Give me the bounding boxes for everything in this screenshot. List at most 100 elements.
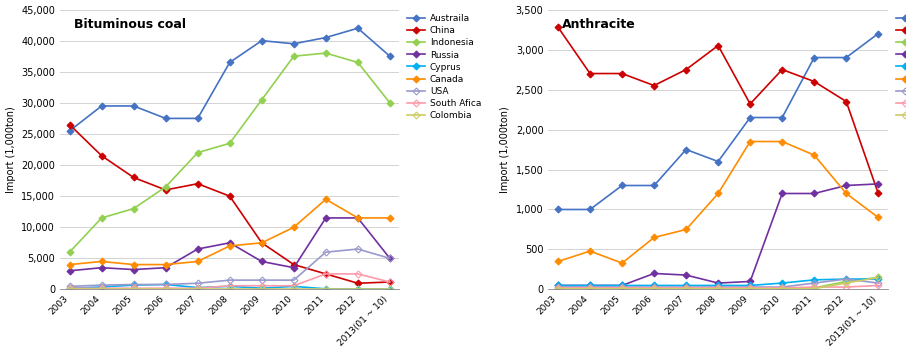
Indonesia [553,287,564,291]
Philippines [745,285,756,289]
USA [129,282,140,287]
Ukraine [776,286,787,290]
Russia [129,268,140,272]
Indonesia [384,101,395,105]
Cyprus [809,278,820,282]
South Afica [288,283,299,288]
Canada [96,259,107,264]
Austraila [352,26,363,30]
Colombia [256,287,267,291]
Austraila [288,42,299,46]
Cyprus [649,283,660,288]
USA [288,278,299,282]
South Afica [225,283,236,288]
Vietnam [680,227,691,232]
Line: Indonesia: Indonesia [555,275,881,291]
Canada [288,225,299,229]
Line: Indonesia: Indonesia [67,51,392,255]
China [584,71,595,76]
Austraila [713,160,724,164]
Vietnam [841,191,852,196]
Line: Colombia: Colombia [67,286,392,291]
Indonesia [225,141,236,145]
Line: Philippines: Philippines [555,277,881,289]
Austraila [680,148,691,152]
Colombia [192,287,203,291]
Text: Bituminous coal: Bituminous coal [73,18,186,31]
Vietnam [584,249,595,253]
Vietnam [809,153,820,157]
Indonesia [129,207,140,211]
China [841,100,852,104]
Austraila [129,104,140,108]
Philippines [713,285,724,289]
China [192,181,203,186]
Philippines [649,285,660,289]
South Afica [192,286,203,290]
Indonesia [584,287,595,291]
Philippines [617,285,628,289]
Line: Thailand: Thailand [555,275,881,291]
Austraila [776,115,787,120]
Line: Austraila: Austraila [67,26,392,133]
Austraila [384,54,395,58]
Philippines [872,281,883,285]
Russia [225,241,236,245]
Line: South Afica: South Afica [67,271,392,291]
Russia [617,283,628,288]
Cyprus [713,283,724,288]
Indonesia [841,279,852,283]
Philippines [809,281,820,285]
Line: Canada: Canada [67,197,392,267]
Canada [256,241,267,245]
Canada [192,259,203,264]
Ukraine [809,285,820,289]
Colombia [225,287,236,291]
Line: Russia: Russia [67,215,392,273]
Thailand [872,275,883,280]
Canada [160,263,171,267]
Canada [352,216,363,220]
Russia [96,265,107,270]
South Afica [384,280,395,284]
USA [192,281,203,285]
Colombia [64,287,75,291]
China [713,43,724,48]
Russia [553,283,564,288]
South Afica [256,283,267,288]
Thailand [809,287,820,291]
Cyprus [192,286,203,290]
Austraila [584,207,595,211]
China [256,241,267,245]
Austraila [617,183,628,187]
Canada [64,263,75,267]
Cyprus [160,282,171,287]
Russia [321,216,332,220]
China [64,122,75,127]
Vietnam [776,139,787,144]
Thailand [841,281,852,285]
China [160,188,171,192]
Colombia [352,287,363,291]
Cyprus [321,287,332,291]
China [288,263,299,267]
Line: China: China [67,122,392,286]
Indonesia [745,286,756,290]
Text: Anthracite: Anthracite [562,18,636,31]
Colombia [384,287,395,291]
Vietnam [617,261,628,265]
China [225,194,236,198]
Vietnam [649,235,660,240]
Cyprus [288,284,299,288]
Legend: Austraila, China, Indonesia, Russia, Cyprus, Canada, USA, South Afica, Colombia: Austraila, China, Indonesia, Russia, Cyp… [408,14,481,120]
Austraila [64,129,75,133]
Colombia [129,287,140,291]
Russia [192,247,203,251]
Russia [776,191,787,196]
Y-axis label: Import (1,000ton): Import (1,000ton) [500,106,510,193]
Cyprus [776,281,787,285]
Cyprus [64,286,75,290]
Cyprus [872,277,883,281]
Cyprus [745,283,756,288]
Austraila [225,60,236,65]
